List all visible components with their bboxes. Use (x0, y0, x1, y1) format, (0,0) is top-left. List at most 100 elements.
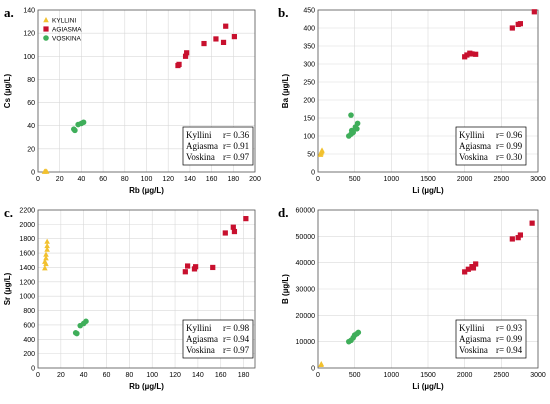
y-tick-label: 250 (303, 80, 315, 87)
y-tick-label: 0 (311, 366, 315, 373)
data-point-agiasma (473, 51, 479, 57)
y-tick-label: 400 (23, 337, 35, 344)
panel-d: d. 0 10000 20000 30000 40000 50000 60000 0 500 100… (278, 205, 546, 391)
correlation-value: r= 0.98 (223, 323, 250, 333)
y-tick-label: 1200 (19, 279, 35, 286)
data-point-agiasma (223, 23, 229, 29)
y-axis-label: Sr (µg/L) (3, 272, 12, 305)
data-point-kyllini (43, 168, 50, 174)
y-tick-label: 200 (303, 98, 315, 105)
x-tick-label: 40 (78, 176, 86, 183)
y-tick-label: 400 (303, 26, 315, 33)
x-tick-label: 120 (169, 372, 181, 379)
panel-letter: c. (4, 205, 13, 220)
data-point-agiasma (220, 39, 227, 45)
data-point-agiasma (201, 40, 207, 47)
data-point-agiasma (470, 265, 477, 271)
x-tick-label: 2500 (494, 176, 510, 183)
correlation-label: Agiasma (186, 334, 218, 344)
series-kyllini (41, 168, 50, 174)
x-tick-label: 20 (57, 372, 65, 379)
data-point-voskina (354, 120, 361, 127)
panel-b: b. 0 50 100 150 200 250 300 350 400 450 0 500 1000 150… (278, 5, 546, 195)
correlation-value: r= 0.97 (223, 152, 250, 162)
x-tick-label: 1500 (420, 372, 436, 379)
series-kyllini (317, 147, 325, 157)
correlation-label: Kyllini (186, 130, 212, 140)
y-tick-label: 80 (27, 77, 35, 84)
x-tick-label: 40 (80, 372, 88, 379)
x-axis-label: Li (µg/L) (412, 382, 444, 391)
y-tick-label: 60 (27, 100, 35, 107)
y-tick-label: 300 (303, 62, 315, 69)
y-tick-label: 30000 (296, 287, 316, 294)
y-tick-label: 20000 (296, 313, 316, 320)
series-voskina (346, 112, 361, 139)
data-point-kyllini (43, 255, 49, 261)
y-tick-label: 40000 (296, 260, 316, 267)
y-tick-label: 10000 (296, 339, 316, 346)
data-point-kyllini (44, 242, 50, 249)
data-point-kyllini (44, 246, 50, 252)
x-tick-label: 500 (349, 372, 361, 379)
correlation-value: r= 0.99 (496, 334, 523, 344)
data-point-agiasma (193, 264, 199, 270)
correlation-label: Voskina (186, 152, 215, 162)
plot-frame (37, 209, 256, 369)
data-point-agiasma (185, 263, 191, 269)
data-point-agiasma (473, 261, 479, 267)
y-tick-label: 50000 (296, 234, 316, 241)
x-tick-label: 200 (249, 176, 261, 183)
correlation-value: r= 0.36 (223, 130, 250, 140)
data-point-agiasma (182, 53, 189, 59)
data-point-agiasma (469, 51, 475, 57)
panel-c: c.02004006008001000120014001600180020002… (3, 205, 256, 391)
x-tick-label: 100 (146, 372, 158, 379)
x-tick-label: 1500 (420, 176, 436, 183)
data-point-agiasma (529, 220, 535, 226)
correlation-box-frame (455, 319, 527, 359)
legend-marker-agiasma (43, 26, 49, 32)
correlation-box: Kyllini r= 0.96 Agiasma r= 0.99 Voskina r= 0.… (455, 126, 527, 166)
data-point-agiasma (509, 236, 515, 242)
x-tick-label: 80 (125, 372, 133, 379)
series-agiasma (462, 220, 535, 275)
x-tick-label: 140 (184, 176, 196, 183)
x-tick-label: 160 (206, 176, 218, 183)
y-axis-label: Ba (µg/L) (281, 73, 290, 108)
series-voskina (72, 318, 89, 337)
correlation-label: Agiasma (186, 141, 218, 151)
y-tick-label: 20 (27, 146, 35, 153)
data-point-kyllini (318, 361, 325, 367)
series-agiasma (462, 9, 537, 60)
correlation-box-frame (182, 126, 254, 166)
y-tick-label: 1800 (19, 236, 35, 243)
correlation-value: r= 0.94 (496, 345, 523, 355)
correlation-label: Agiasma (459, 334, 491, 344)
y-tick-label: 50 (307, 152, 315, 159)
x-tick-label: 0 (36, 176, 40, 183)
series-voskina (71, 119, 87, 134)
y-tick-label: 140 (23, 8, 35, 15)
correlation-value: r= 0.91 (223, 141, 249, 151)
series-agiasma (175, 23, 237, 69)
data-point-voskina (355, 329, 362, 336)
x-tick-label: 60 (99, 176, 107, 183)
data-point-agiasma (184, 50, 190, 56)
correlation-label: Voskina (459, 152, 488, 162)
correlation-value: r= 0.97 (223, 345, 250, 355)
y-tick-label: 2000 (19, 222, 35, 229)
correlation-label: Agiasma (459, 141, 491, 151)
correlation-value: r= 0.96 (496, 130, 523, 140)
y-tick-label: 450 (303, 8, 315, 15)
legend-label-agiasma: AGIASMA (52, 26, 82, 33)
x-tick-label: 60 (103, 372, 111, 379)
data-point-voskina (72, 127, 78, 134)
data-point-voskina (348, 112, 354, 118)
x-tick-label: 180 (238, 372, 250, 379)
data-point-agiasma (531, 9, 537, 15)
data-point-agiasma (509, 25, 515, 31)
data-point-voskina (83, 318, 89, 325)
data-point-agiasma (222, 230, 228, 236)
correlation-box-frame (455, 126, 527, 166)
